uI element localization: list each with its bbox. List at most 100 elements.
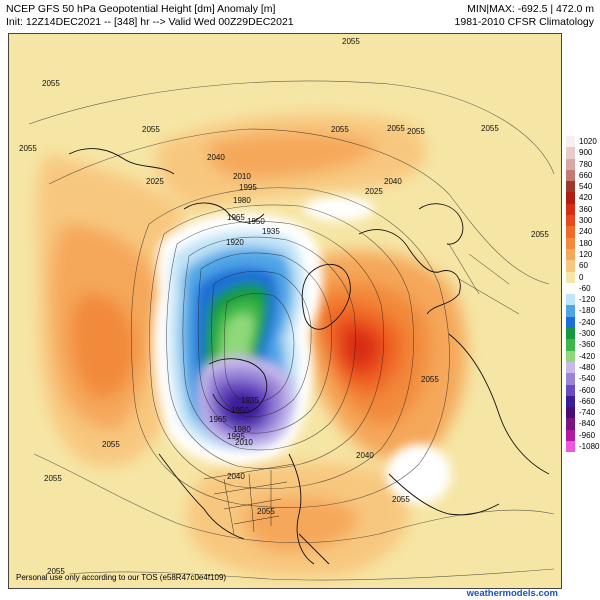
legend-swatch: [566, 237, 575, 249]
anomaly-map: 2055 2055 2055 2055 2055 2055 2055 2055 …: [8, 33, 562, 589]
legend-entry: 540: [566, 181, 600, 193]
legend-entry: 660: [566, 169, 600, 182]
legend-label: -120: [579, 295, 596, 305]
legend-entry: 780: [566, 158, 600, 170]
legend-entry: -60: [566, 282, 600, 295]
legend-swatch: [566, 429, 575, 442]
legend-label: 240: [579, 227, 593, 237]
legend-swatch: [566, 248, 575, 261]
legend-entry: -1080: [566, 441, 600, 453]
contour-label-2025-a: 2025: [146, 177, 164, 186]
legend-swatch: [566, 271, 575, 283]
contour-label-2055-g: 2055: [392, 495, 410, 504]
legend-entry: 0: [566, 271, 600, 283]
legend-label: -660: [579, 396, 596, 406]
legend-entry: -360: [566, 339, 600, 351]
contour-label-2040-c: 2040: [356, 451, 374, 460]
legend-label: -480: [579, 362, 596, 372]
legend-entry: 900: [566, 147, 600, 159]
legend-entry: -420: [566, 350, 600, 362]
contour-label-2010-b: 2010: [235, 438, 253, 447]
legend-swatch: [566, 226, 575, 238]
legend-entry: 420: [566, 192, 600, 204]
negative-anomaly-core: [196, 354, 295, 449]
contour-label-2055-j: 2055: [142, 125, 160, 134]
legend-swatch: [566, 316, 575, 329]
legend-label: 180: [579, 238, 593, 248]
legend-label: -240: [579, 317, 596, 327]
contour-label-2055-h: 2055: [421, 375, 439, 384]
header-left: NCEP GFS 50 hPa Geopotential Height [dm]…: [6, 3, 294, 29]
legend-label: 1020: [579, 137, 597, 146]
political-boundaries: [203, 243, 520, 535]
contour-label-1965-b: 1965: [209, 415, 227, 424]
contour-label-2055-f: 2055: [257, 507, 275, 516]
legend-swatch: [566, 418, 575, 430]
color-legend: 1020 900 780 660 540 420 360 300 240 180 120 60 0 -60…: [566, 136, 600, 453]
legend-swatch: [566, 158, 575, 170]
contour-label-2055-l: 2055: [387, 124, 405, 133]
legend-label: -180: [579, 306, 596, 316]
legend-entry: -660: [566, 395, 600, 408]
contour-label-2055-c: 2055: [19, 144, 37, 153]
legend-swatch: [566, 373, 575, 385]
contour-label-1950-a: 1950: [247, 217, 265, 226]
contour-label-1995-b: 1995: [227, 432, 245, 441]
min-max-readout: MIN|MAX: -692.5 | 472.0 m: [467, 3, 594, 15]
legend-entry: -600: [566, 384, 600, 396]
legend-label: 900: [579, 148, 593, 158]
legend-label: -740: [579, 408, 596, 418]
legend-label: 360: [579, 204, 593, 214]
contour-label-1980-a: 1980: [233, 196, 251, 205]
contour-label-2040-b: 2040: [384, 177, 402, 186]
legend-swatch: [566, 361, 575, 374]
legend-swatch: [566, 147, 575, 159]
usage-notice: Personal use only according to our TOS (…: [16, 573, 227, 582]
legend-swatch: [566, 294, 575, 306]
contour-label-2055-e: 2055: [44, 474, 62, 483]
contour-label-2055-b: 2055: [42, 79, 60, 88]
legend-label: 780: [579, 159, 593, 169]
legend-entry: 300: [566, 215, 600, 227]
contour-label-1980-b: 1980: [233, 425, 251, 434]
legend-entry: 120: [566, 248, 600, 261]
legend-label: 660: [579, 170, 593, 180]
contour-label-2025-b: 2025: [365, 187, 383, 196]
map-canvas: 2055 2055 2055 2055 2055 2055 2055 2055 …: [9, 34, 561, 588]
legend-label: -360: [579, 340, 596, 350]
contour-label-2055-o: 2055: [47, 567, 65, 576]
legend-swatch: [566, 192, 575, 204]
legend-entry: -300: [566, 328, 600, 340]
contour-label-2040-d: 2040: [227, 472, 245, 481]
legend-swatch: [566, 395, 575, 408]
contour-label-2055-n: 2055: [481, 124, 499, 133]
legend-swatch: [566, 181, 575, 193]
init-valid-time: Init: 12Z14DEC2021 -- [348] hr --> Valid…: [6, 16, 294, 28]
contour-label-2055-m: 2055: [407, 127, 425, 136]
contour-label-2010-a: 2010: [233, 172, 251, 181]
legend-entry: -960: [566, 429, 600, 442]
legend-entry: 240: [566, 226, 600, 238]
legend-label: 0: [579, 272, 584, 282]
height-contours: [28, 80, 555, 581]
positive-anomaly-south: [186, 462, 410, 578]
contour-label-2040-a: 2040: [207, 153, 225, 162]
header-right: MIN|MAX: -692.5 | 472.0 m 1981-2010 CFSR…: [455, 3, 594, 29]
legend-entry: -840: [566, 418, 600, 430]
legend-label: 120: [579, 249, 593, 259]
legend-swatch: [566, 407, 575, 419]
legend-swatch: [566, 339, 575, 351]
legend-swatch: [566, 282, 575, 295]
legend-entry: -240: [566, 316, 600, 329]
legend-swatch: [566, 328, 575, 340]
legend-label: 300: [579, 216, 593, 226]
legend-entry: 60: [566, 260, 600, 272]
legend-label: -600: [579, 385, 596, 395]
positive-anomaly-west: [36, 154, 184, 467]
legend-label: 60: [579, 261, 588, 271]
legend-swatch: [566, 384, 575, 396]
legend-swatch: [566, 350, 575, 362]
legend-entry: 1020: [566, 136, 600, 148]
legend-entry: -540: [566, 373, 600, 385]
contour-label-2055-d: 2055: [102, 440, 120, 449]
